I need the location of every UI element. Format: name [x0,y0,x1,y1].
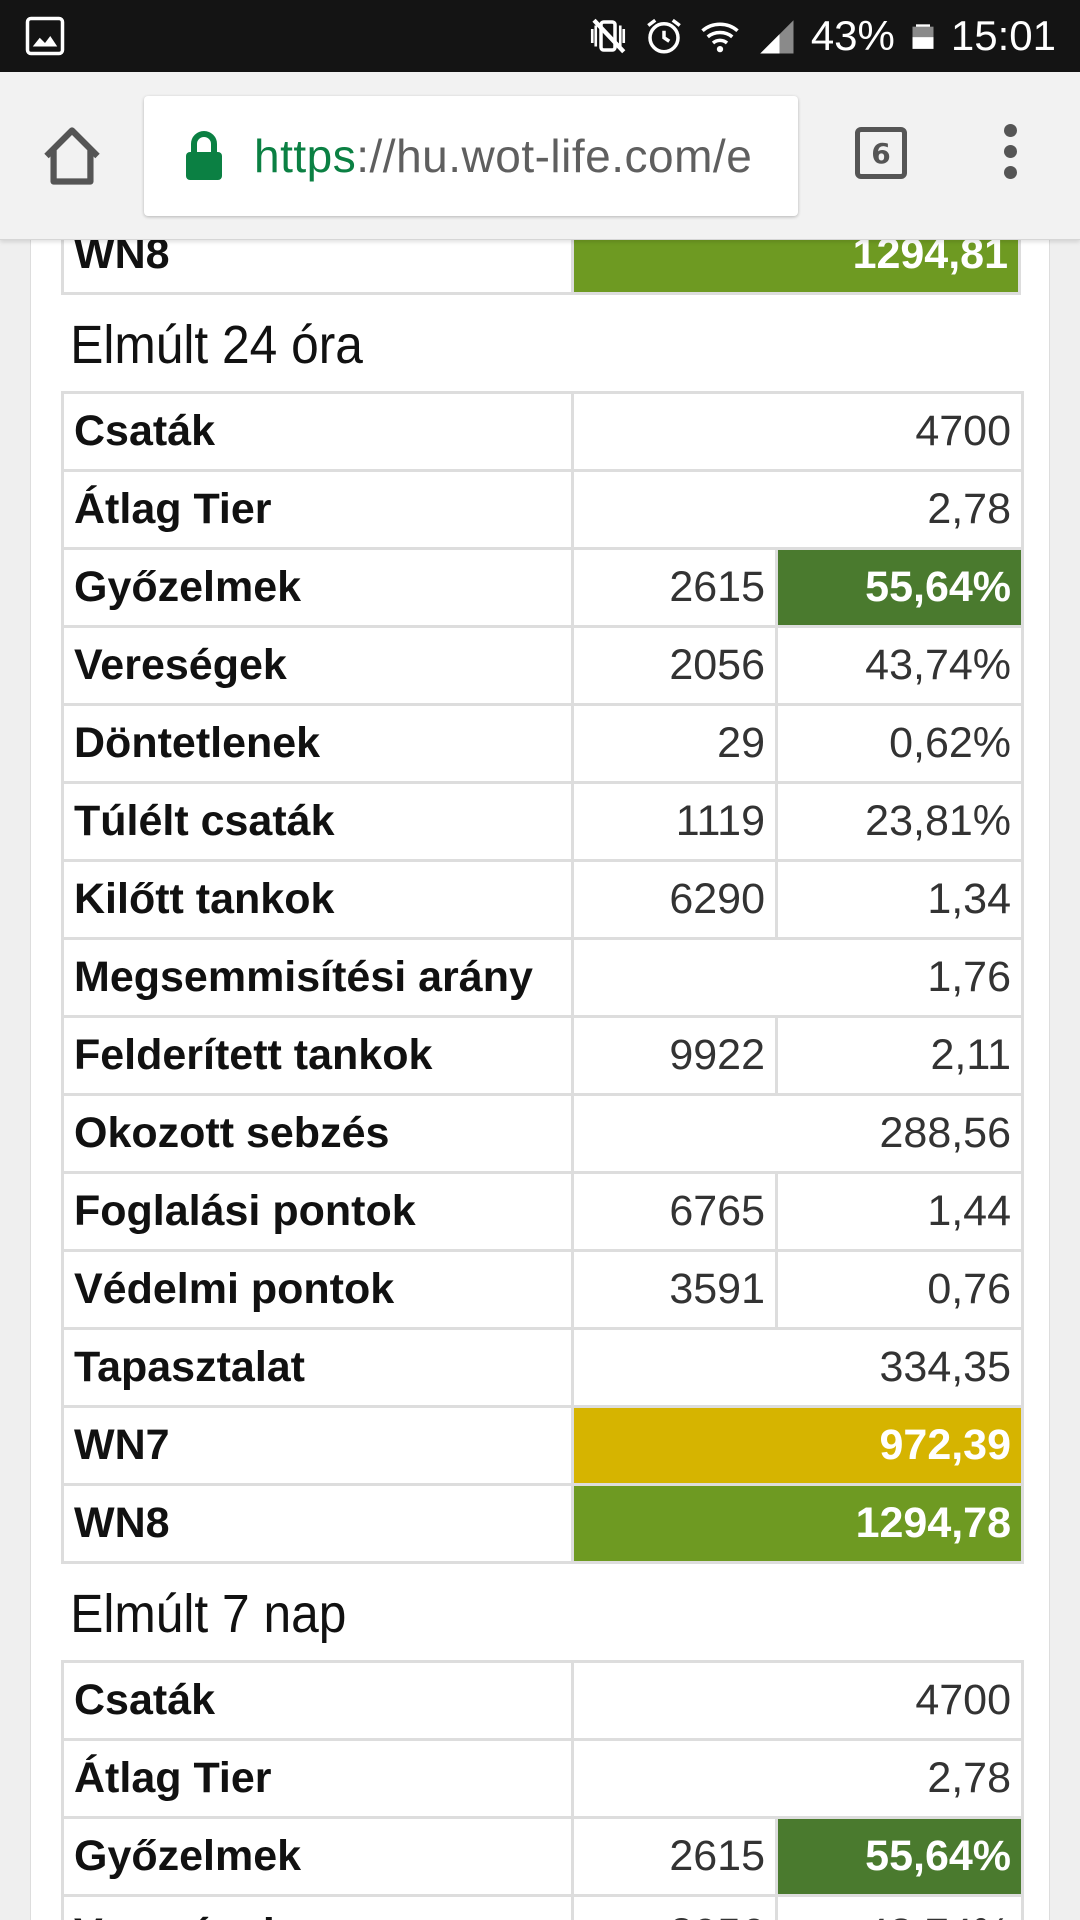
row-value: 4700 [570,391,1025,472]
browser-toolbar: https://hu.wot-life.com/e 6 [0,72,1080,240]
row-count: 3591 [571,1249,778,1330]
wifi-icon [701,22,739,53]
row-value: 0,76 [774,1249,1025,1330]
table-row: Döntetlenek 29 0,62% [61,703,1025,784]
row-value: 2,78 [570,1738,1025,1819]
table-row: Védelmi pontok 3591 0,76 [61,1249,1025,1330]
row-label: Átlag Tier [61,1738,574,1819]
table-row: Átlag Tier 2,78 [61,469,1025,550]
row-count: 9922 [571,1015,778,1096]
row-value: 288,56 [570,1093,1025,1174]
row-value: 43,74% [774,625,1025,706]
mute-vibrate-icon [590,18,626,54]
stats-table-top: WN8 1294,81 [61,240,1021,295]
row-count: 29 [571,703,778,784]
row-value: 23,81% [774,781,1025,862]
row-label: Győzelmek [61,547,574,628]
wn7-value: 972,39 [570,1405,1025,1486]
table-row: Győzelmek 2615 55,64% [61,1816,1025,1897]
row-label: Tapasztalat [61,1327,574,1408]
row-label: Döntetlenek [61,703,574,784]
tab-count: 6 [871,136,891,170]
row-value: 1,44 [774,1171,1025,1252]
clock: 15:01 [950,12,1056,59]
row-value: 0,62% [774,703,1025,784]
battery-icon [912,24,934,49]
table-row: Felderített tankok 9922 2,11 [61,1015,1025,1096]
table-row: WN8 1294,78 [61,1483,1025,1564]
row-count: 2056 [571,1894,778,1920]
row-count: 6765 [571,1171,778,1252]
tab-switcher-button[interactable]: 6 [855,127,907,179]
row-label: Megsemmisítési arány [61,937,574,1018]
row-label: Felderített tankok [61,1015,574,1096]
address-bar[interactable]: https://hu.wot-life.com/e [144,96,798,216]
row-label: Túlélt csaták [61,781,574,862]
battery-percent: 43% [810,12,895,59]
wn8-value: 1294,81 [571,240,1021,295]
row-label: Foglalási pontok [61,1171,574,1252]
image-icon [25,16,65,56]
web-page: WN8 1294,81 Elmúlt 24 óra Csaták 4700 Át… [30,240,1050,1920]
table-row: Foglalási pontok 6765 1,44 [61,1171,1025,1252]
alarm-icon [647,18,681,54]
table-row: Megsemmisítési arány 1,76 [61,937,1025,1018]
section-title-7d: Elmúlt 7 nap [70,1584,347,1644]
status-bar: 43% 15:01 [0,0,1080,72]
row-count: 2615 [571,547,778,628]
row-count: 1119 [571,781,778,862]
row-count: 2056 [571,625,778,706]
table-row: Kilőtt tankok 6290 1,34 [61,859,1025,940]
win-rate-value: 55,64% [774,547,1025,628]
table-row: Győzelmek 2615 55,64% [61,547,1025,628]
table-row: Tapasztalat 334,35 [61,1327,1025,1408]
lock-icon [186,131,222,180]
row-value: 43,74% [774,1894,1025,1920]
stats-content: WN8 1294,81 Elmúlt 24 óra Csaták 4700 Át… [61,240,1025,1920]
row-label: Védelmi pontok [61,1249,574,1330]
row-label: Kilőtt tankok [61,859,574,940]
win-rate-value: 55,64% [774,1816,1025,1897]
table-row: WN7 972,39 [61,1405,1025,1486]
row-label: WN7 [61,1405,574,1486]
table-row: Okozott sebzés 288,56 [61,1093,1025,1174]
row-label: Győzelmek [61,1816,574,1897]
row-count: 6290 [571,859,778,940]
url-rest: ://hu.wot-life.com/e [356,130,753,182]
row-value: 2,78 [570,469,1025,550]
table-row: Átlag Tier 2,78 [61,1738,1025,1819]
row-count: 2615 [571,1816,778,1897]
row-value: 4700 [570,1660,1025,1741]
row-label: Okozott sebzés [61,1093,574,1174]
row-label: WN8 [61,1483,574,1564]
stats-table-24h: Csaták 4700 Átlag Tier 2,78 Győzelmek 26… [61,391,1025,1564]
row-value: 1,34 [774,859,1025,940]
row-value: 2,11 [774,1015,1025,1096]
table-row: Vereségek 2056 43,74% [61,1894,1025,1920]
table-row: Vereségek 2056 43,74% [61,625,1025,706]
row-label: Csaták [61,391,574,472]
url-text: https://hu.wot-life.com/e [254,129,752,183]
table-row: Csaták 4700 [61,391,1025,472]
section-title-24h: Elmúlt 24 óra [70,315,363,375]
table-row: Túlélt csaták 1119 23,81% [61,781,1025,862]
url-scheme: https [254,130,357,182]
home-icon[interactable] [38,122,106,190]
signal-icon [760,20,794,54]
row-label: Vereségek [61,625,574,706]
row-label: Átlag Tier [61,469,574,550]
table-row: Csaták 4700 [61,1660,1025,1741]
row-value: 1,76 [570,937,1025,1018]
row-label: Vereségek [61,1894,574,1920]
overflow-menu-icon[interactable] [998,124,1022,188]
wn8-value: 1294,78 [570,1483,1025,1564]
row-label: WN8 [61,240,574,295]
row-value: 334,35 [570,1327,1025,1408]
row-label: Csaták [61,1660,574,1741]
stats-table-7d: Csaták 4700 Átlag Tier 2,78 Győzelmek 26… [61,1660,1025,1920]
table-row: WN8 1294,81 [61,240,1021,295]
